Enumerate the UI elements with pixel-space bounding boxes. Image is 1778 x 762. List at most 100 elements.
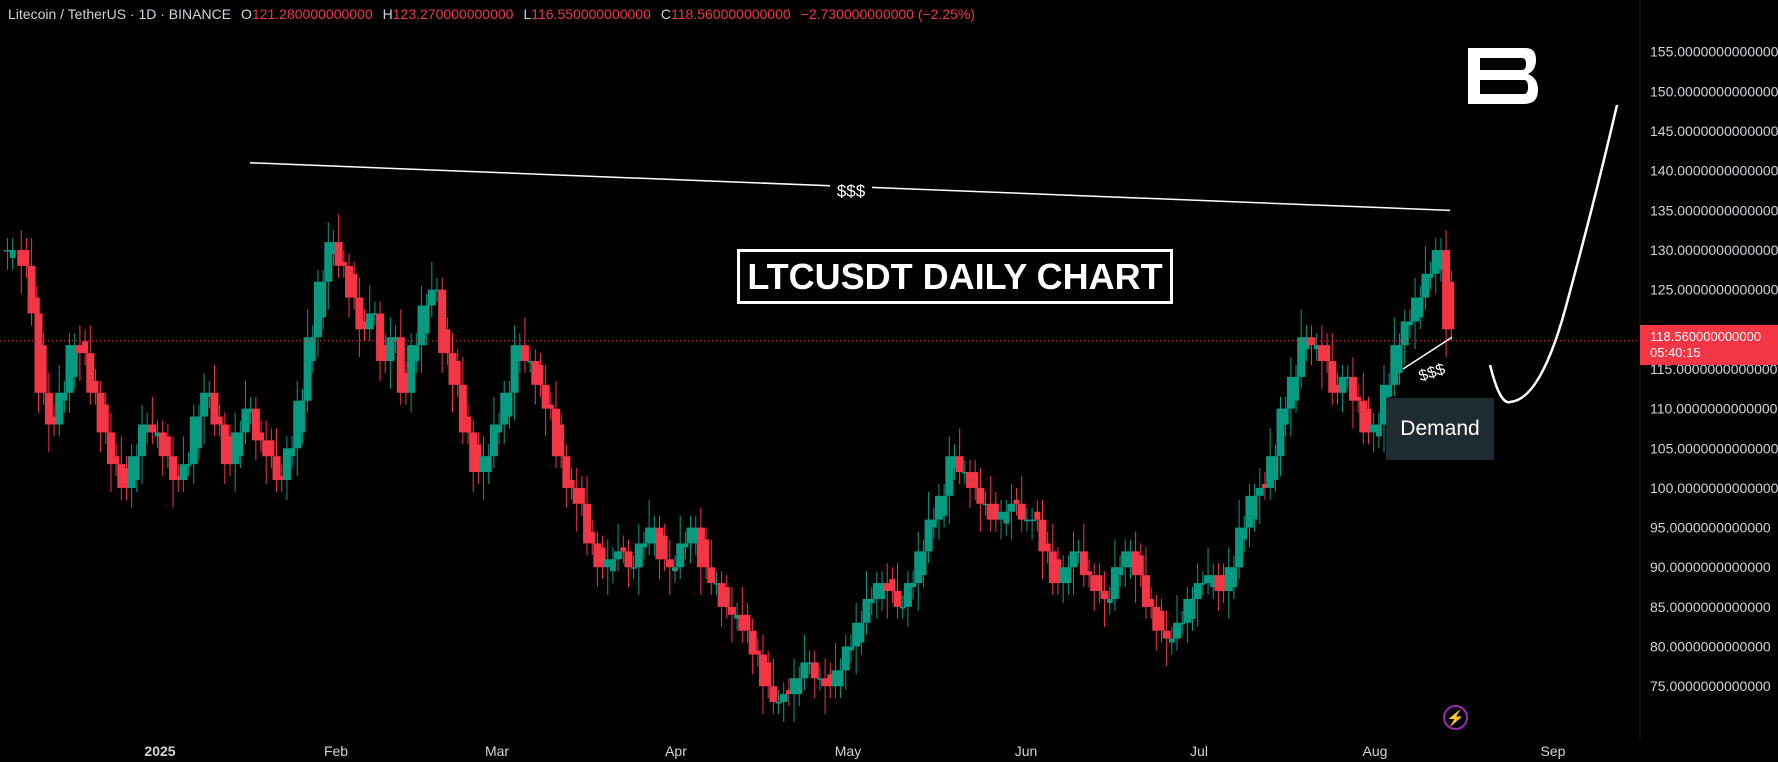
candle-body — [589, 531, 596, 544]
x-tick-label: Aug — [1363, 743, 1388, 759]
candle-body — [1086, 571, 1093, 576]
candle-body — [1375, 424, 1382, 437]
candle-body — [1230, 567, 1237, 588]
open-label: O — [241, 6, 252, 22]
x-tick-label: Feb — [324, 743, 348, 759]
candle-body — [433, 289, 440, 292]
candle-body — [723, 587, 730, 607]
candle-body — [1365, 408, 1372, 433]
candle-body — [1328, 361, 1337, 393]
candle-body — [1179, 622, 1186, 625]
candle-body — [759, 654, 767, 687]
demand-zone-label: Demand — [1386, 398, 1494, 460]
candle-body — [1069, 551, 1078, 568]
candle-body — [51, 416, 58, 425]
candle-body — [396, 337, 405, 393]
candle-body — [1386, 384, 1393, 397]
candle-body — [796, 678, 803, 695]
candle-body — [572, 487, 581, 504]
candle-body — [955, 456, 964, 473]
candle-body — [734, 614, 741, 619]
candle-body — [402, 372, 409, 393]
candle-body — [247, 408, 254, 413]
candle-body — [765, 662, 772, 687]
candle-body — [516, 345, 523, 362]
candle-body — [1396, 345, 1403, 373]
candle-body — [258, 432, 265, 441]
candle-body — [123, 468, 130, 488]
candle-body — [986, 503, 995, 520]
candle-body — [541, 384, 550, 409]
candle-body — [355, 297, 364, 330]
candle-body — [113, 456, 120, 465]
x-tick-label: Sep — [1541, 743, 1566, 759]
candle-body — [924, 519, 933, 552]
candle-body — [609, 559, 616, 572]
candle-body — [1158, 610, 1165, 631]
candle-body — [407, 345, 416, 393]
candle-body — [9, 250, 16, 258]
candle-body — [537, 365, 544, 385]
y-tick-label: 125.0000000000000 — [1650, 282, 1778, 298]
candle-body — [106, 432, 115, 465]
candle-body — [951, 456, 958, 469]
candle-body — [552, 408, 560, 457]
candle-body — [61, 392, 68, 401]
candle-body — [1106, 598, 1113, 603]
candle-body — [1121, 551, 1130, 568]
candle-body — [1162, 630, 1171, 639]
candle-body — [262, 440, 271, 457]
candle-body — [1075, 551, 1082, 553]
low-value: 116.550000000000 — [531, 6, 651, 22]
candle-body — [241, 408, 250, 433]
candle-body — [1348, 376, 1357, 401]
y-tick-label: 145.0000000000000 — [1650, 123, 1778, 139]
candle-body — [1286, 376, 1295, 409]
candle-body — [676, 543, 685, 568]
candle-body — [941, 495, 948, 516]
x-tick-label: 2025 — [144, 743, 175, 759]
candle-body — [562, 456, 571, 488]
candle-body — [527, 361, 534, 363]
candle-body — [1079, 551, 1088, 576]
candle-body — [982, 503, 989, 506]
candle-body — [1028, 519, 1037, 522]
lightning-icon[interactable]: ⚡ — [1443, 705, 1468, 730]
candle-body — [1355, 396, 1362, 401]
candle-body — [376, 313, 385, 362]
candle-body — [1313, 345, 1320, 350]
candle-body — [930, 519, 937, 528]
candle-body — [1359, 400, 1368, 433]
candle-body — [1411, 297, 1420, 322]
candle-body — [1276, 408, 1285, 457]
candle-body — [1141, 575, 1150, 607]
candle-body — [231, 432, 240, 465]
candle-body — [889, 579, 896, 592]
candle-body — [1038, 519, 1047, 552]
candle-body — [251, 408, 260, 441]
candle-body — [345, 265, 353, 298]
candle-body — [883, 583, 892, 592]
candle-body — [620, 547, 627, 552]
candle-body — [1168, 638, 1175, 643]
candle-body — [444, 329, 451, 354]
candle-body — [510, 345, 519, 393]
candle-body — [1100, 591, 1109, 599]
candle-body — [914, 551, 923, 584]
candle-body — [438, 289, 447, 354]
candle-body — [465, 416, 472, 433]
candle-body — [1090, 575, 1099, 592]
candle-body — [1307, 337, 1316, 346]
candle-body — [1127, 551, 1134, 568]
candle-body — [920, 551, 927, 576]
candle-body — [1421, 273, 1430, 298]
candle-body — [1048, 551, 1057, 584]
brand-logo — [1468, 48, 1538, 104]
candle-body — [44, 392, 53, 425]
candle-body — [1448, 281, 1455, 330]
candle-body — [175, 476, 182, 480]
candle-body — [682, 543, 689, 548]
candle-body — [531, 361, 540, 385]
candle-body — [583, 503, 592, 544]
